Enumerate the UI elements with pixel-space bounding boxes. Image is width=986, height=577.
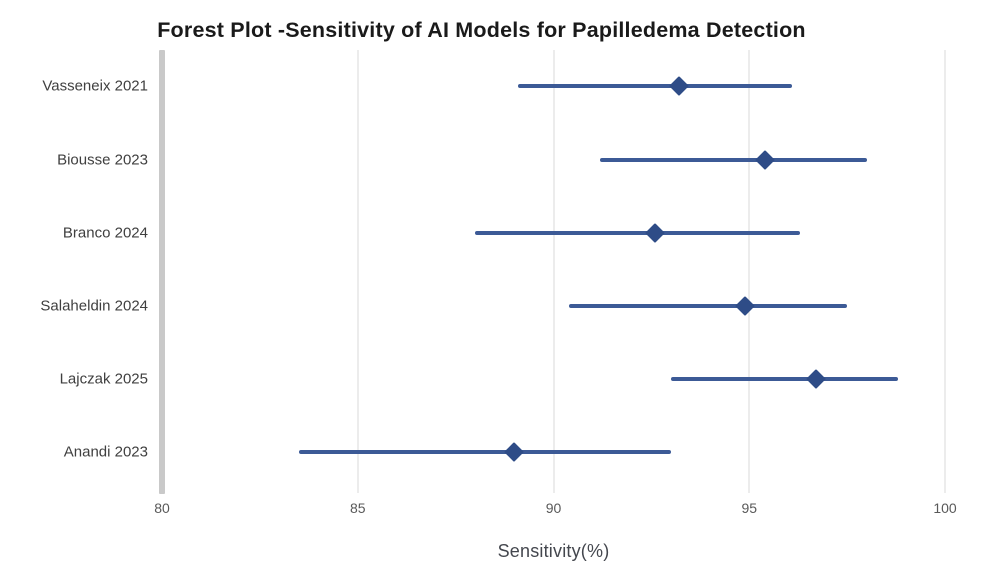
study-label: Biousse 2023	[57, 151, 148, 168]
confidence-interval-line	[299, 449, 671, 454]
point-estimate-diamond	[645, 222, 666, 243]
study-label: Lajczak 2025	[59, 370, 148, 387]
x-tick-label-95: 95	[741, 500, 758, 516]
point-estimate-diamond	[504, 441, 525, 462]
confidence-interval-line	[518, 84, 793, 89]
point-estimate-diamond	[755, 149, 775, 170]
y-axis-study-labels: Vasseneix 2021 Biousse 2023 Branco 2024 Sal…	[0, 50, 148, 488]
study-label: Anandi 2023	[63, 443, 148, 460]
study-label: Vasseneix 2021	[42, 77, 148, 95]
x-tick-label-80: 80	[154, 500, 170, 516]
point-estimate-diamond	[805, 368, 826, 389]
confidence-interval-line	[670, 376, 898, 381]
x-axis-title: Sensitivity(%)	[497, 541, 610, 561]
x-axis-tick-labels: 80 85 90 95 100	[154, 500, 956, 520]
plot-area	[159, 50, 946, 494]
gridline-100	[944, 50, 946, 493]
study-label: Salaheldin 2024	[40, 297, 148, 314]
confidence-interval-line	[600, 157, 867, 162]
x-tick-label-85: 85	[349, 500, 366, 516]
gridline-85	[357, 50, 359, 493]
chart-title: Forest Plot -Sensitivity of AI Models fo…	[157, 18, 806, 42]
confidence-interval-line	[569, 303, 848, 308]
confidence-interval-line	[475, 230, 801, 235]
gridline-95	[748, 50, 750, 493]
point-estimate-diamond	[735, 295, 756, 316]
study-label: Branco 2024	[62, 224, 148, 241]
x-tick-label-100: 100	[933, 500, 957, 516]
point-estimate-diamond	[668, 76, 689, 97]
gridline-90	[553, 50, 554, 493]
x-tick-label-90: 90	[545, 500, 562, 516]
x-axis-baseline-80	[159, 50, 165, 494]
